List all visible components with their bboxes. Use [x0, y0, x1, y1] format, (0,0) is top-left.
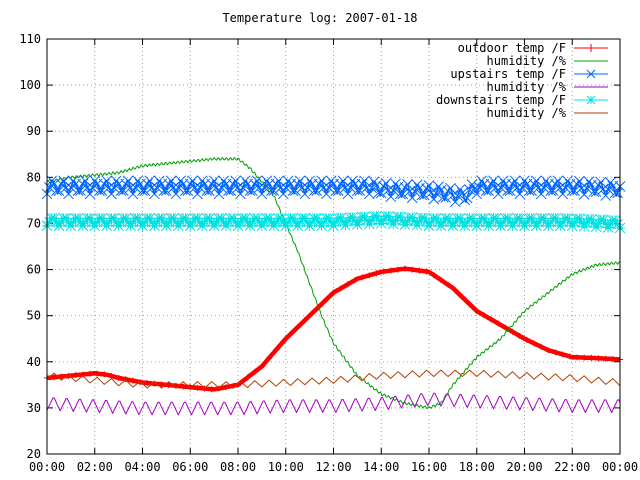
series-markers: [41, 210, 626, 234]
x-tick-label: 02:00: [77, 460, 113, 474]
y-tick-label: 90: [27, 124, 41, 138]
legend-label: outdoor temp /F: [458, 41, 566, 55]
x-tick-label: 16:00: [411, 460, 447, 474]
x-tick-label: 06:00: [172, 460, 208, 474]
series-2: [46, 157, 621, 409]
x-tick-label: 18:00: [459, 460, 495, 474]
legend-entry: humidity /%: [487, 80, 608, 94]
y-tick-label: 50: [27, 309, 41, 323]
x-tick-label: 00:00: [602, 460, 638, 474]
legend-entry: humidity /%: [487, 106, 608, 120]
x-tick-label: 08:00: [220, 460, 256, 474]
legend-entry: humidity /%: [487, 54, 608, 68]
legend-marker: [586, 95, 596, 105]
series-line: [46, 392, 621, 416]
legend-label: downstairs temp /F: [436, 93, 566, 107]
y-tick-label: 60: [27, 263, 41, 277]
series-layer: [41, 157, 626, 416]
legend-label: humidity /%: [487, 54, 567, 68]
series-4: [46, 392, 621, 416]
chart-title: Temperature log: 2007-01-18: [222, 11, 417, 25]
legend-label: humidity /%: [487, 80, 567, 94]
y-tick-label: 100: [19, 78, 41, 92]
series-1: [44, 265, 623, 393]
legend-entry: downstairs temp /F: [436, 93, 608, 107]
y-tick-label: 20: [27, 447, 41, 461]
x-tick-label: 14:00: [363, 460, 399, 474]
x-tick-label: 00:00: [29, 460, 65, 474]
x-tick-label: 22:00: [554, 460, 590, 474]
plot-frame: [46, 38, 621, 455]
legend-marker: [587, 44, 595, 52]
y-tick-label: 70: [27, 216, 41, 230]
legend-entry: outdoor temp /F: [458, 41, 608, 55]
legend-label: upstairs temp /F: [450, 67, 566, 81]
x-tick-label: 20:00: [506, 460, 542, 474]
legend-marker: [586, 69, 596, 79]
x-tick-label: 04:00: [124, 460, 160, 474]
legend-entry: upstairs temp /F: [450, 67, 608, 81]
y-tick-label: 80: [27, 170, 41, 184]
series-5: [41, 210, 626, 234]
axes: 20 30 40 50 60 70 80 90 100 110 00:00 02:00 04:00 06:…: [19, 32, 638, 474]
legend-label: humidity /%: [487, 106, 567, 120]
x-tick-label: 10:00: [268, 460, 304, 474]
y-tick-label: 30: [27, 401, 41, 415]
y-tick-label: 110: [19, 32, 41, 46]
series-6: [46, 369, 621, 389]
series-markers: [44, 265, 623, 393]
y-tick-label: 40: [27, 355, 41, 369]
series-line: [46, 369, 621, 389]
series-line: [46, 157, 621, 409]
x-tick-label: 12:00: [315, 460, 351, 474]
